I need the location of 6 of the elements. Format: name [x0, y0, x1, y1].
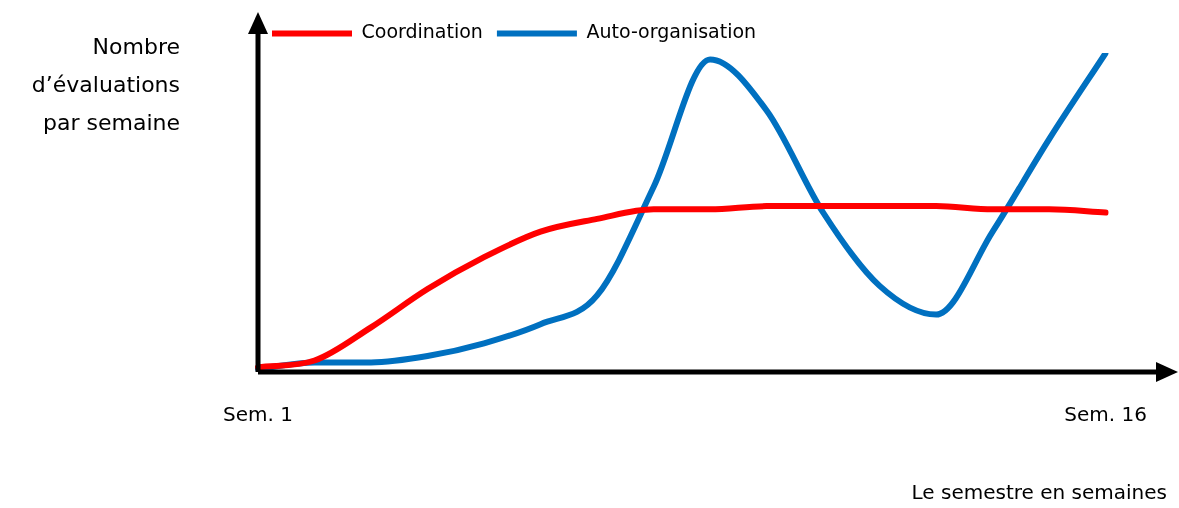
- legend-label: Coordination: [361, 20, 483, 43]
- x-axis-title: Le semestre en semaines: [911, 480, 1167, 504]
- legend-label: Auto-organisation: [586, 20, 757, 43]
- x-tick-label: Sem. 1: [223, 402, 293, 427]
- y-axis-title: Nombre d’évaluations par semaine: [30, 33, 180, 137]
- x-tick-label: Sem. 16: [1064, 402, 1147, 427]
